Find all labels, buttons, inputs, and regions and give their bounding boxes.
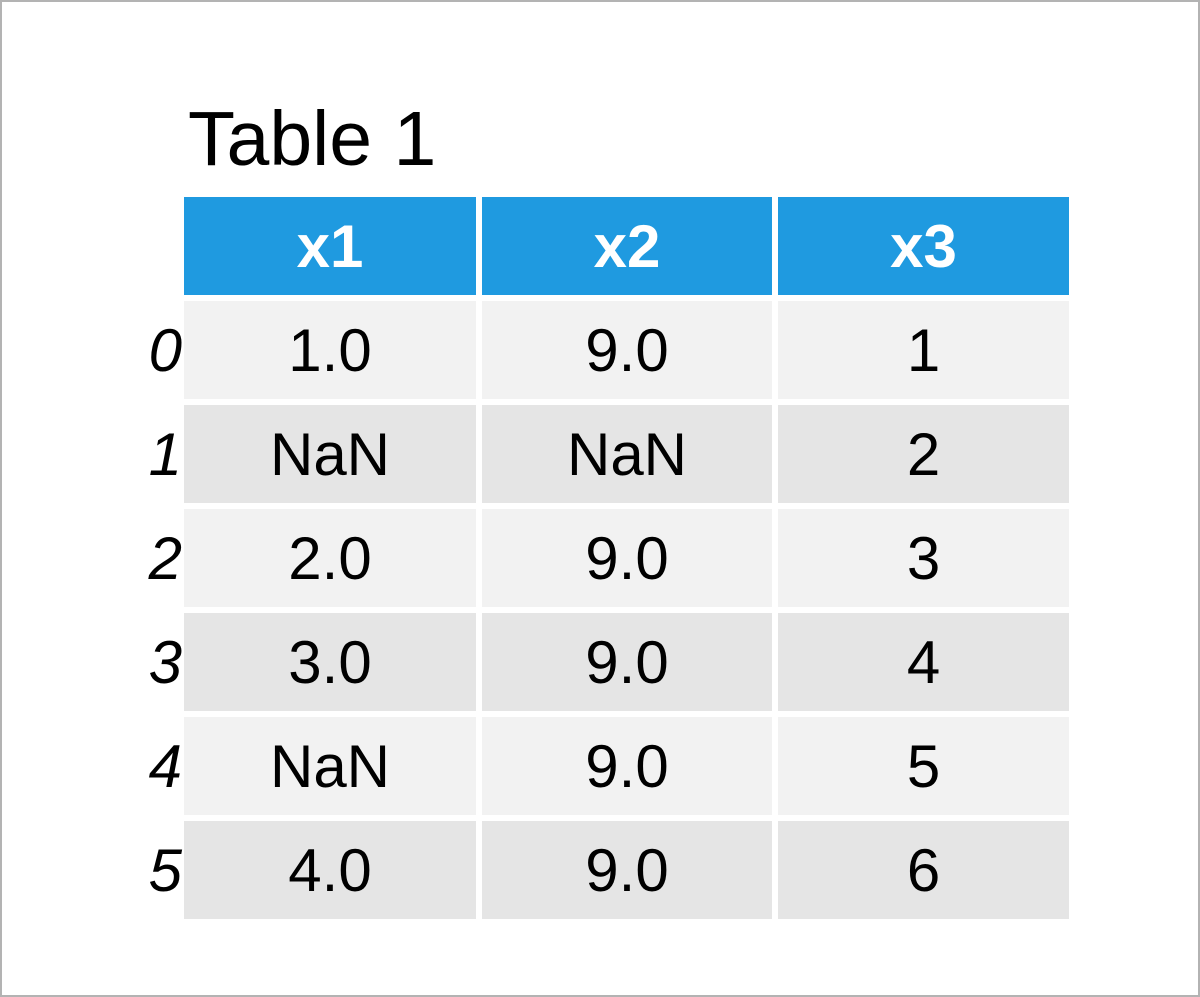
- row-index-column: 0 1 2 3 4 5: [102, 301, 184, 919]
- table-cell: 9.0: [482, 509, 772, 607]
- table-title: Table 1: [188, 96, 437, 182]
- row-index: 4: [148, 732, 182, 800]
- table-cell: 2.0: [184, 509, 476, 607]
- table-cell: 1: [778, 301, 1069, 399]
- table-cell: 9.0: [482, 717, 772, 815]
- table-cell: 5: [778, 717, 1069, 815]
- table-cell: NaN: [184, 717, 476, 815]
- table-cell: 1.0: [184, 301, 476, 399]
- column-header-x3: x3: [778, 197, 1069, 295]
- table-cell: 3.0: [184, 613, 476, 711]
- table-cell: 3: [778, 509, 1069, 607]
- column-header-x2: x2: [482, 197, 772, 295]
- table-cell: 4.0: [184, 821, 476, 919]
- row-index: 1: [148, 420, 182, 488]
- table-cell: 4: [778, 613, 1069, 711]
- table-cell: NaN: [482, 405, 772, 503]
- table-cell: 9.0: [482, 821, 772, 919]
- table-cell: 9.0: [482, 301, 772, 399]
- table-cell: 2: [778, 405, 1069, 503]
- row-index: 3: [148, 628, 182, 696]
- data-table: x1 x2 x3 1.0 9.0 1 NaN NaN 2 2.0 9.0 3 3…: [184, 197, 1069, 919]
- table-cell: 9.0: [482, 613, 772, 711]
- table-cell: 6: [778, 821, 1069, 919]
- row-index: 2: [148, 524, 182, 592]
- column-header-x1: x1: [184, 197, 476, 295]
- row-index: 5: [148, 836, 182, 904]
- table-cell: NaN: [184, 405, 476, 503]
- row-index: 0: [148, 316, 182, 384]
